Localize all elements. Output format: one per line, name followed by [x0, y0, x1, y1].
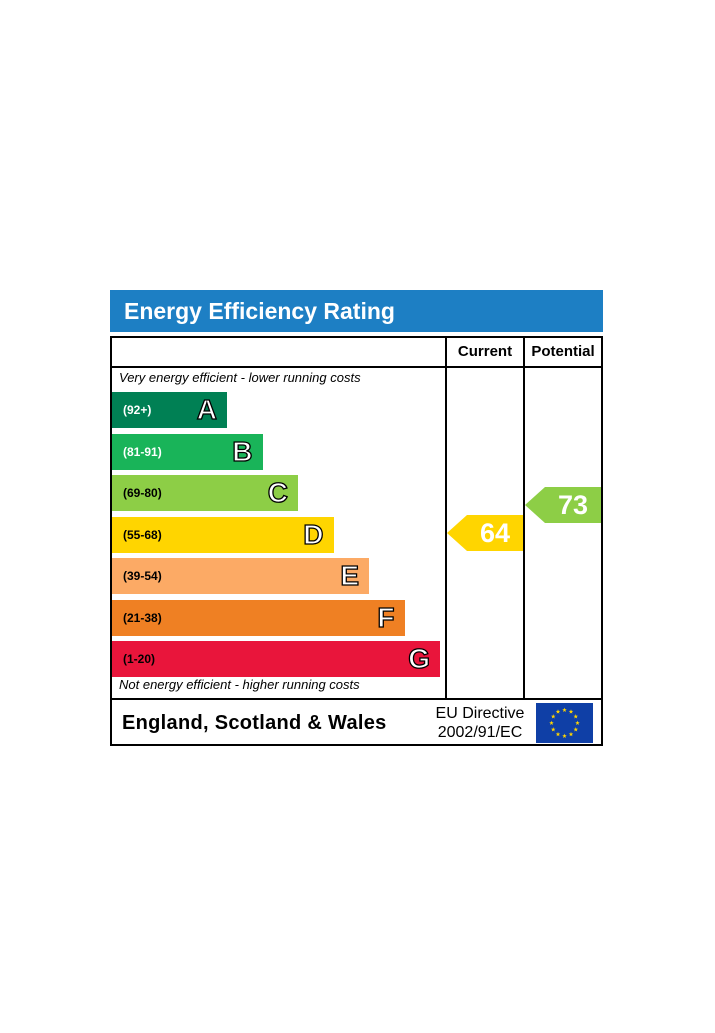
- eu-star-icon: [562, 707, 567, 712]
- chart-title: Energy Efficiency Rating: [110, 290, 603, 332]
- band-a: (92+) A: [112, 392, 227, 428]
- potential-column-header: Potential: [531, 343, 595, 360]
- epc-chart: Energy Efficiency Rating Current Potenti…: [110, 290, 603, 746]
- eu-star-icon: [568, 709, 574, 714]
- eu-flag-icon: [536, 703, 593, 743]
- band-range-label: (55-68): [123, 527, 162, 542]
- band-letter: A: [196, 393, 218, 425]
- band-c: (69-80) C: [112, 475, 298, 511]
- current-column-header: Current: [457, 343, 513, 360]
- band-range-label: (21-38): [123, 610, 162, 625]
- band-f: (21-38) F: [112, 599, 405, 636]
- eu-star-icon: [555, 731, 561, 737]
- band-letter: D: [303, 518, 325, 550]
- directive-line-1: EU Directive: [435, 705, 525, 722]
- band-letter: B: [232, 435, 254, 467]
- eu-star-icon: [550, 714, 556, 719]
- band-range-label: (39-54): [123, 569, 162, 583]
- eu-star-icon: [549, 720, 554, 725]
- header-divider: [112, 366, 601, 368]
- eu-star-icon: [573, 727, 579, 732]
- potential-rating-value: 73: [557, 489, 589, 520]
- eu-star-icon: [573, 714, 579, 719]
- inefficient-note: Not energy efficient - higher running co…: [119, 677, 360, 692]
- potential-column-divider: [523, 338, 525, 700]
- band-letter: G: [408, 642, 431, 674]
- country-label: England, Scotland & Wales: [122, 712, 387, 734]
- eu-directive-label: EU Directive 2002/91/EC: [430, 704, 530, 742]
- potential-arrow-shape: [525, 486, 601, 523]
- band-range-label: (81-91): [123, 444, 162, 459]
- band-range-label: (69-80): [123, 486, 162, 500]
- band-letter: C: [267, 476, 289, 508]
- eu-star-icon: [562, 733, 567, 738]
- band-d: (55-68) D: [112, 516, 334, 553]
- band-e: (39-54) E: [112, 558, 369, 594]
- current-arrow-shape: [447, 514, 523, 551]
- current-rating-value: 64: [479, 517, 511, 548]
- potential-rating-arrow: 73: [525, 486, 601, 523]
- eu-star-icon: [575, 720, 580, 725]
- band-letter: E: [340, 559, 360, 591]
- directive-line-2: 2002/91/EC: [437, 724, 523, 741]
- band-range-label: (1-20): [123, 652, 156, 666]
- eu-star-icon: [568, 731, 574, 737]
- band-g: (1-20) G: [112, 641, 440, 677]
- current-rating-arrow: 64: [447, 514, 523, 551]
- chart-frame: Current Potential Very energy efficient …: [110, 336, 603, 746]
- footer-divider: [112, 698, 601, 700]
- band-range-label: (92+): [123, 403, 152, 417]
- efficient-note: Very energy efficient - lower running co…: [119, 370, 361, 385]
- current-column-divider: [445, 338, 447, 700]
- band-letter: F: [377, 601, 395, 633]
- eu-star-icon: [555, 709, 561, 714]
- band-b: (81-91) B: [112, 433, 263, 470]
- eu-star-icon: [550, 727, 556, 732]
